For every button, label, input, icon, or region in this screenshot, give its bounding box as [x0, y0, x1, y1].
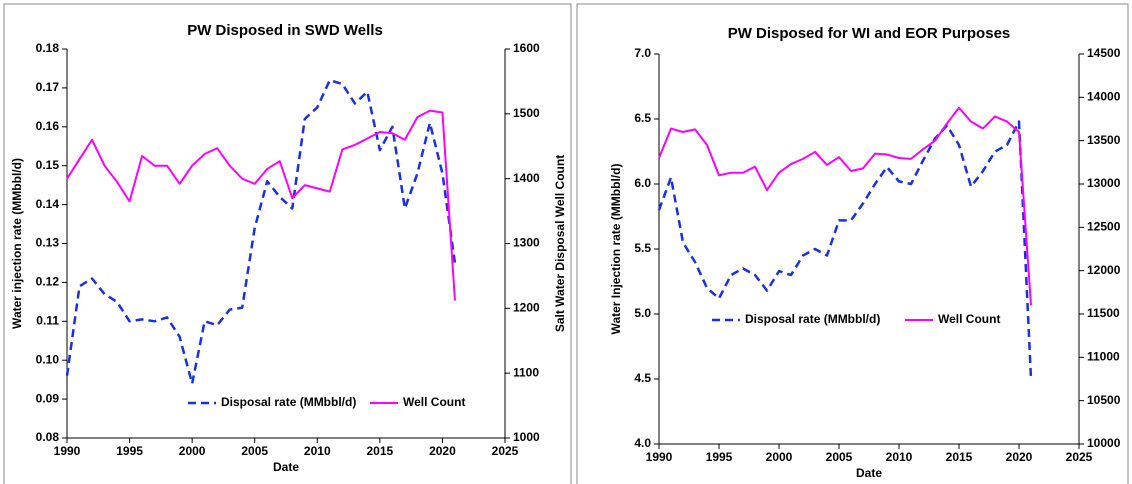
chart-title: PW Disposed in SWD Wells — [187, 22, 383, 39]
y-axis-label: Water Injection rate (MMbbl/d) — [609, 164, 623, 335]
y2-tick-label: 1200 — [513, 301, 540, 315]
x-tick-label: 2025 — [492, 444, 519, 458]
legend-label: Well Count — [403, 395, 465, 409]
y-tick-label: 6.5 — [634, 111, 651, 125]
x-tick-label: 2000 — [766, 450, 793, 464]
y2-tick-label: 13000 — [1087, 176, 1121, 190]
y2-tick-label: 1600 — [513, 41, 540, 55]
chart-title: PW Disposed for WI and EOR Purposes — [728, 25, 1011, 42]
y-tick-label: 0.12 — [36, 275, 60, 289]
y2-tick-label: 1000 — [513, 430, 540, 444]
y2-tick-label: 10000 — [1087, 436, 1121, 450]
x-tick-label: 2005 — [826, 450, 853, 464]
legend-label: Disposal rate (MMbbl/d) — [745, 312, 880, 326]
y-tick-label: 0.14 — [36, 197, 60, 211]
y-axis-label: Water injection rate (MMbbl/d) — [10, 158, 24, 329]
x-axis-label: Date — [856, 466, 882, 480]
x-tick-label: 1990 — [54, 444, 81, 458]
x-tick-label: 2025 — [1066, 450, 1093, 464]
y-tick-label: 7.0 — [634, 46, 651, 60]
y2-tick-label: 11500 — [1087, 306, 1120, 320]
panel-frame — [576, 3, 1129, 484]
y-tick-label: 5.0 — [634, 306, 651, 320]
y-tick-label: 0.09 — [36, 391, 60, 405]
x-tick-label: 2020 — [1006, 450, 1033, 464]
y2-tick-label: 12000 — [1087, 263, 1121, 277]
y-tick-label: 0.13 — [36, 236, 60, 250]
x-tick-label: 2005 — [241, 444, 268, 458]
x-tick-label: 2010 — [304, 444, 331, 458]
y2-tick-label: 14500 — [1087, 46, 1121, 60]
series-line — [66, 109, 456, 301]
x-tick-label: 2015 — [946, 450, 973, 464]
y2-tick-label: 14000 — [1087, 90, 1121, 104]
y-tick-label: 0.15 — [36, 158, 60, 172]
x-tick-label: 2015 — [367, 444, 394, 458]
y-tick-label: 0.11 — [36, 313, 59, 327]
y2-tick-label: 1400 — [513, 171, 540, 185]
y-tick-label: 0.08 — [36, 430, 60, 444]
y-tick-label: 4.5 — [634, 371, 651, 385]
y2-tick-label: 1100 — [513, 365, 539, 379]
y2-tick-label: 12500 — [1087, 220, 1121, 234]
y-tick-label: 0.16 — [36, 119, 60, 133]
y2-tick-label: 11000 — [1087, 350, 1120, 364]
x-tick-label: 2020 — [429, 444, 456, 458]
legend-label: Well Count — [938, 312, 1000, 326]
series-line — [658, 106, 1032, 306]
y2-tick-label: 1500 — [513, 106, 540, 120]
y2-axis-label: Salt Water Disposal Well Count — [553, 155, 567, 332]
y-tick-label: 6.0 — [634, 176, 651, 190]
y2-tick-label: 1300 — [513, 236, 540, 250]
x-tick-label: 1995 — [706, 450, 733, 464]
y-tick-label: 0.18 — [36, 41, 60, 55]
y2-tick-label: 13500 — [1087, 133, 1121, 147]
x-tick-label: 2000 — [179, 444, 206, 458]
x-axis-label: Date — [273, 460, 299, 474]
y-tick-label: 4.0 — [634, 436, 651, 450]
y-tick-label: 5.5 — [634, 241, 651, 255]
x-tick-label: 2010 — [886, 450, 913, 464]
x-tick-label: 1990 — [646, 450, 673, 464]
y2-tick-label: 10500 — [1087, 393, 1121, 407]
series-line — [657, 120, 1033, 380]
panel-frame — [3, 3, 572, 484]
series-line — [65, 78, 457, 385]
y-tick-label: 0.17 — [36, 80, 60, 94]
legend-label: Disposal rate (MMbbl/d) — [221, 395, 356, 409]
y-tick-label: 0.10 — [36, 352, 60, 366]
x-tick-label: 1995 — [116, 444, 143, 458]
